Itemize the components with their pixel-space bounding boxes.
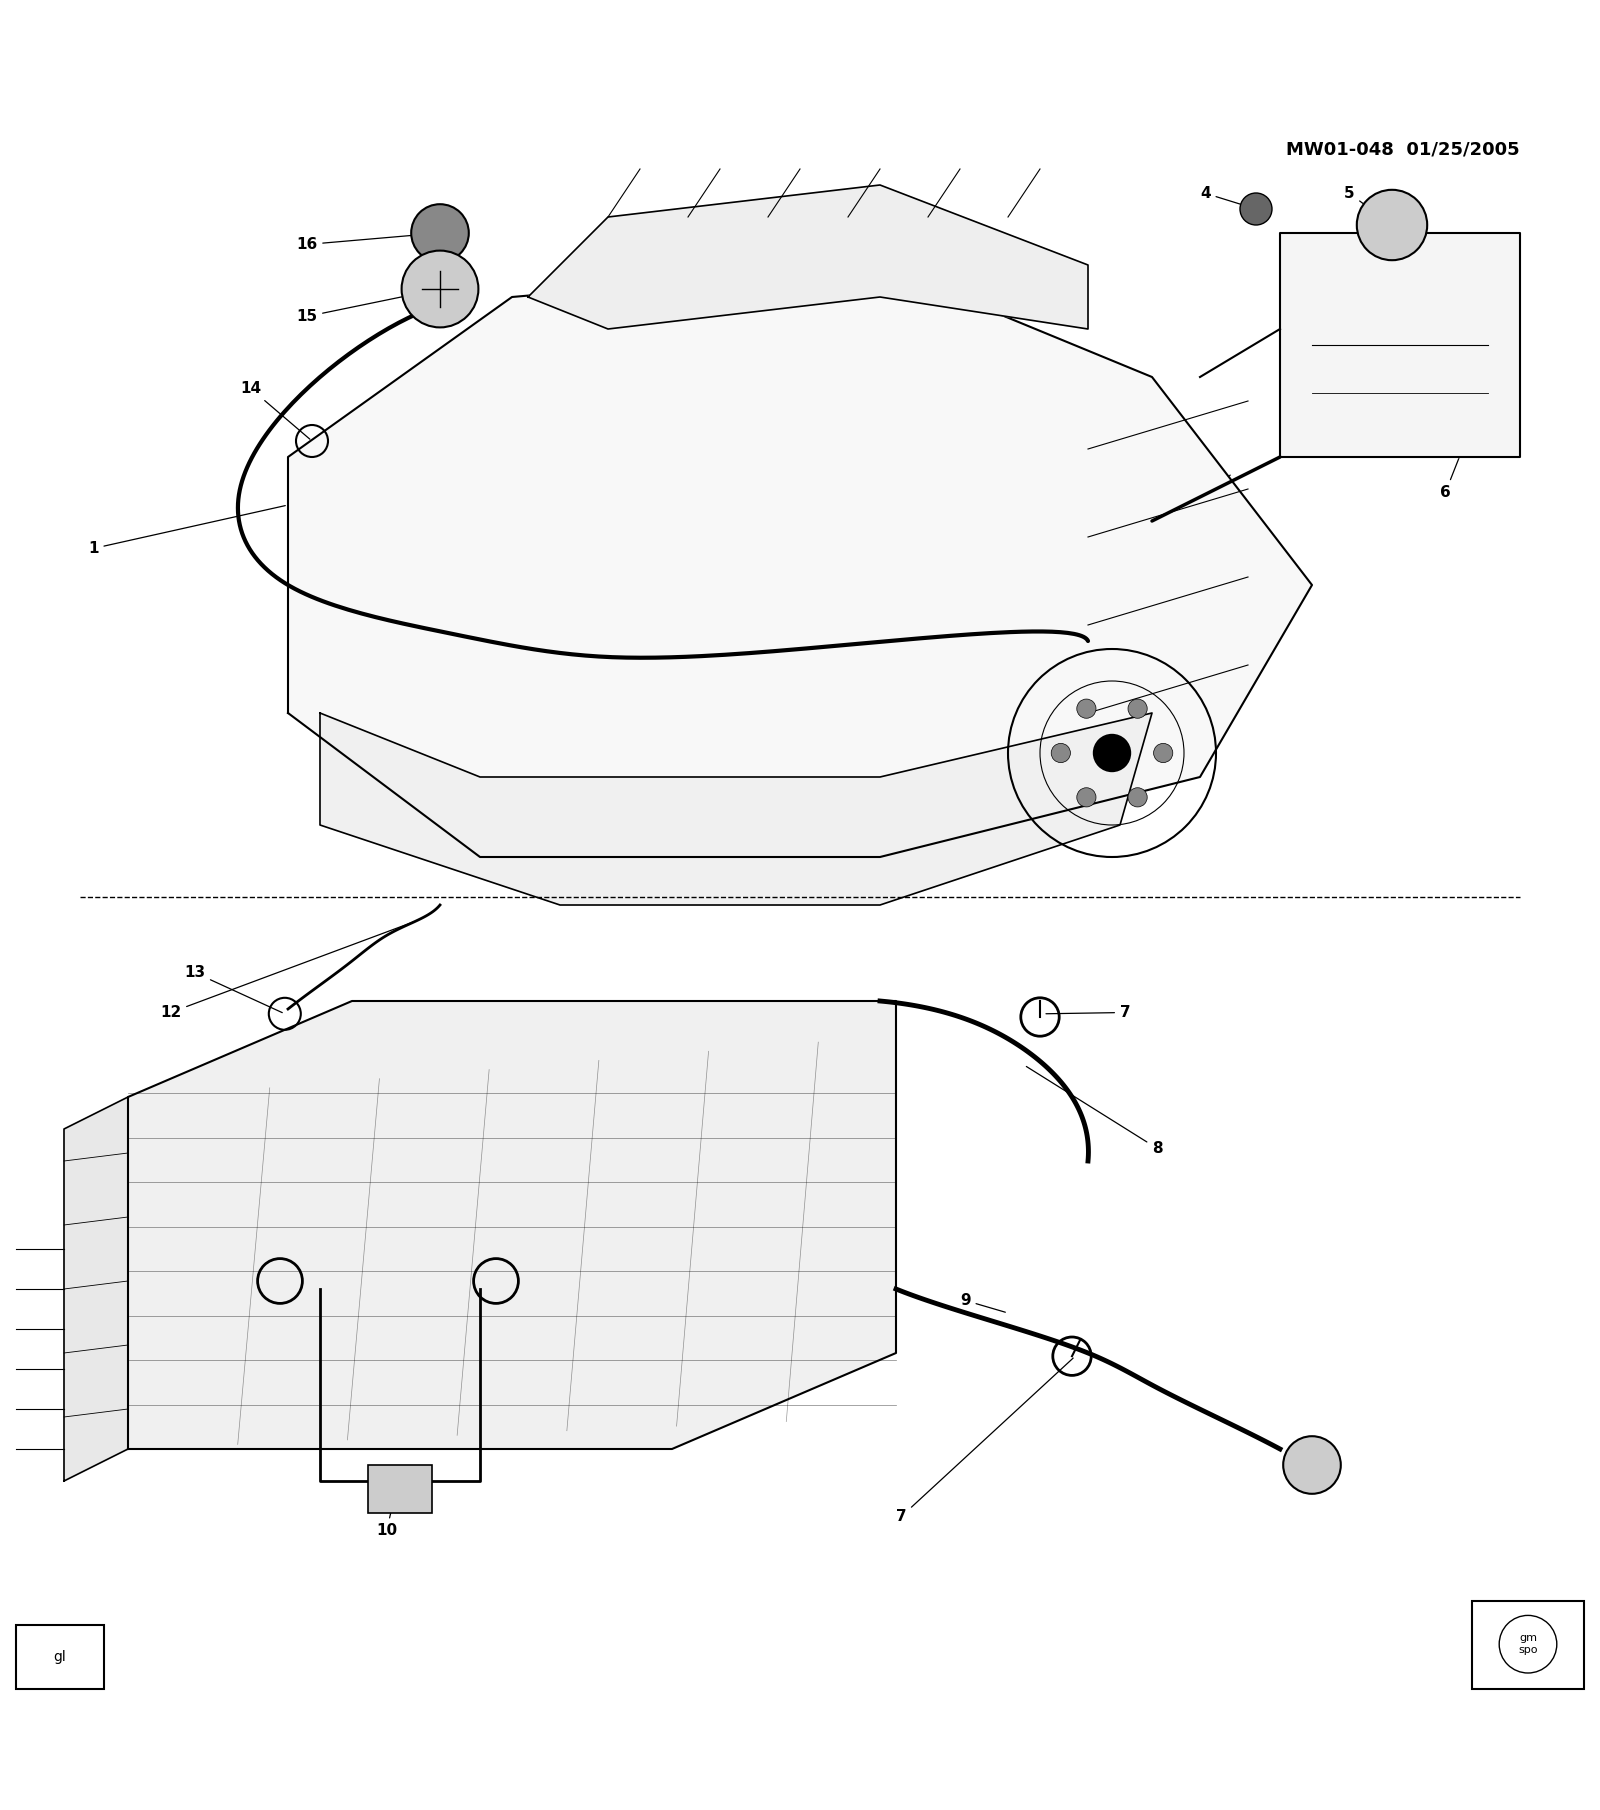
Text: 1: 1: [88, 505, 285, 556]
Text: 5: 5: [1344, 186, 1390, 223]
Bar: [368, 1464, 432, 1513]
Text: 8: 8: [1026, 1066, 1163, 1157]
Text: gm
spo: gm spo: [1518, 1633, 1538, 1654]
Text: 13: 13: [184, 965, 282, 1012]
Circle shape: [1077, 699, 1096, 719]
Text: MW01-048  01/25/2005: MW01-048 01/25/2005: [1286, 139, 1520, 157]
Text: 14: 14: [240, 380, 310, 440]
Text: 4: 4: [1200, 186, 1253, 208]
FancyBboxPatch shape: [16, 1625, 104, 1689]
Text: 6: 6: [1440, 427, 1470, 500]
Circle shape: [1077, 787, 1096, 807]
Polygon shape: [288, 264, 1312, 856]
Text: 2: 2: [960, 786, 1069, 820]
Text: 10: 10: [376, 1475, 400, 1538]
Circle shape: [1128, 787, 1147, 807]
Text: gl: gl: [54, 1651, 66, 1663]
Circle shape: [1357, 190, 1427, 261]
Text: 11: 11: [232, 1283, 278, 1343]
Circle shape: [1154, 744, 1173, 762]
Polygon shape: [320, 713, 1152, 905]
Text: 9: 9: [960, 1292, 1005, 1312]
Text: 16: 16: [296, 233, 437, 252]
Polygon shape: [64, 1097, 128, 1481]
Polygon shape: [528, 185, 1088, 329]
Circle shape: [1051, 744, 1070, 762]
Circle shape: [1128, 699, 1147, 719]
Text: 12: 12: [160, 921, 413, 1021]
Text: 15: 15: [296, 290, 437, 324]
Polygon shape: [1280, 233, 1520, 456]
Circle shape: [1283, 1435, 1341, 1493]
Circle shape: [1240, 194, 1272, 224]
Polygon shape: [128, 1001, 896, 1450]
Text: 3: 3: [1168, 474, 1230, 548]
Text: 7: 7: [896, 1358, 1074, 1524]
Circle shape: [402, 250, 478, 328]
Circle shape: [411, 205, 469, 262]
Text: 12: 12: [480, 853, 557, 889]
Circle shape: [1093, 733, 1131, 773]
Text: 7: 7: [1046, 1005, 1131, 1021]
FancyBboxPatch shape: [1472, 1602, 1584, 1689]
Text: 11: 11: [498, 1283, 533, 1343]
